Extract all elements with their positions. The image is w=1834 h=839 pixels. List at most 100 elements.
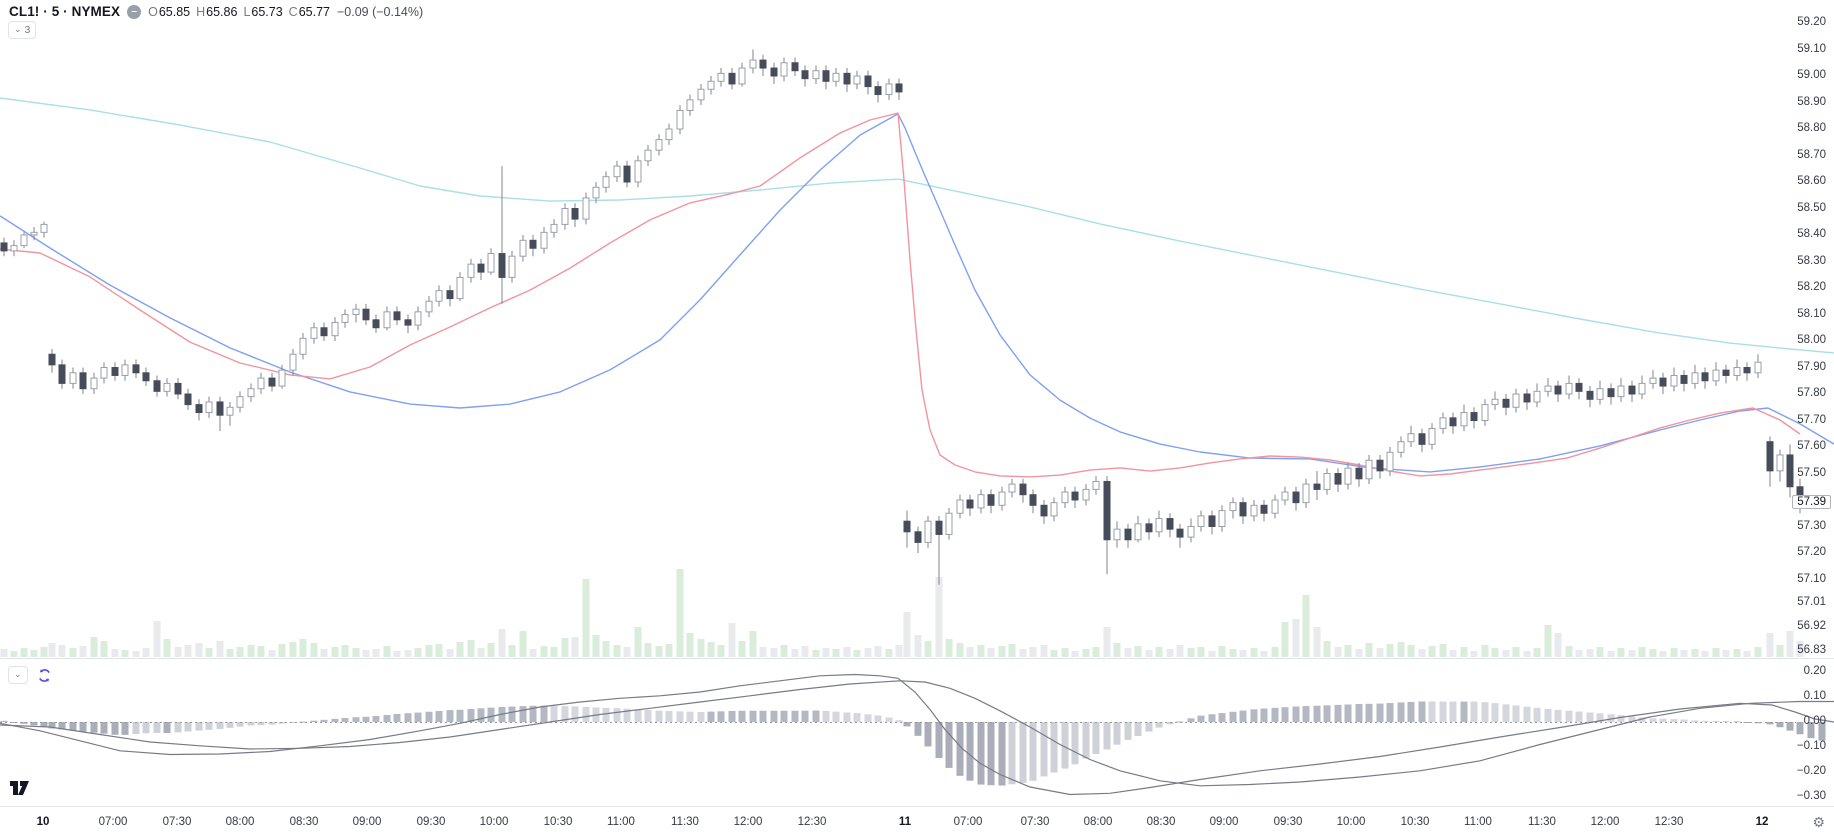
- macd-histogram-bar: [1596, 713, 1604, 722]
- macd-histogram-bar: [487, 707, 495, 722]
- macd-histogram-bar: [268, 722, 276, 725]
- volume-bar: [216, 641, 224, 657]
- macd-histogram-bar: [1754, 722, 1762, 724]
- macd-histogram-bar: [20, 722, 28, 724]
- pane-divider[interactable]: [0, 658, 1834, 659]
- macd-histogram-bar: [1250, 709, 1258, 722]
- tradingview-logo[interactable]: [9, 780, 35, 797]
- candle-body: [1733, 367, 1741, 376]
- time-axis-label: 12:30: [797, 816, 827, 828]
- volume-bar: [1691, 649, 1699, 657]
- volume-bar: [508, 645, 516, 657]
- macd-histogram-bar: [791, 710, 799, 722]
- volume-bar: [676, 569, 684, 657]
- candle-body: [1428, 427, 1436, 445]
- candle-body: [216, 401, 224, 416]
- candle-body: [1470, 412, 1478, 421]
- volume-bar: [236, 647, 244, 657]
- candle-body: [812, 70, 820, 80]
- volume-bar: [1701, 651, 1709, 657]
- volume-bar: [1533, 648, 1541, 657]
- volume-bar: [1145, 650, 1153, 657]
- macd-histogram-bar: [1766, 722, 1774, 725]
- volume-bar: [550, 647, 558, 657]
- macd-histogram-bar: [1092, 722, 1100, 754]
- time-axis[interactable]: ⚙ 10 07:00 07:30 08:00 08:30 09:00 09:30 10:00 1…: [0, 807, 1834, 839]
- volume-bar: [540, 646, 548, 657]
- ma-line-cyan: [0, 97, 1834, 354]
- volume-bar: [561, 638, 569, 657]
- macd-histogram-bar: [728, 711, 736, 722]
- macd-histogram-bar: [634, 709, 642, 722]
- macd-histogram-bar: [1449, 701, 1457, 722]
- macd-histogram-bar: [477, 708, 485, 722]
- candle-body: [69, 372, 77, 384]
- candle-body: [738, 67, 746, 85]
- macd-histogram-bar: [1586, 712, 1594, 722]
- volume-bar: [770, 648, 778, 657]
- candle-body: [404, 319, 412, 326]
- volume-bar: [121, 650, 129, 657]
- macd-histogram-bar: [822, 710, 830, 722]
- candle-body: [1040, 504, 1048, 517]
- candle-body: [529, 239, 537, 249]
- volume-bar: [1313, 627, 1321, 657]
- candle-body: [1145, 523, 1153, 533]
- candle-body: [467, 263, 475, 278]
- volume-bar: [1334, 647, 1342, 657]
- candle-body: [1113, 528, 1121, 541]
- volume-bar: [1250, 648, 1258, 657]
- gear-icon[interactable]: ⚙: [1812, 814, 1825, 830]
- candle-body: [487, 253, 495, 273]
- change-value: −0.09 (−0.14%): [336, 4, 424, 19]
- macd-histogram-bar: [205, 722, 213, 730]
- volume-bar: [320, 649, 328, 657]
- macd-histogram-bar: [717, 711, 725, 722]
- volume-bar: [1029, 647, 1037, 657]
- time-axis-label: 07:00: [953, 816, 983, 828]
- macd-histogram-bar: [1659, 718, 1667, 722]
- candle-body: [1418, 433, 1426, 445]
- macd-indicator-icon[interactable]: [37, 668, 52, 683]
- candle-body: [759, 59, 767, 69]
- volume-bar: [352, 648, 360, 657]
- candle-body: [1596, 388, 1604, 400]
- indicator-count: 3: [24, 24, 31, 36]
- candle-body: [446, 290, 454, 300]
- candle-body: [1365, 459, 1373, 480]
- volume-bar: [935, 577, 943, 657]
- candle-body: [121, 364, 129, 376]
- time-axis-label: 09:30: [416, 816, 446, 828]
- volume-bar: [655, 646, 663, 657]
- symbol-title[interactable]: CL1! · 5 · NYMEX: [9, 4, 121, 19]
- volume-bar: [966, 647, 974, 657]
- candle-body: [132, 364, 140, 374]
- macd-collapse-button[interactable]: ⌄: [8, 666, 28, 684]
- macd-histogram-bar: [132, 722, 140, 735]
- candle-body: [853, 75, 861, 85]
- candle-body: [1628, 385, 1636, 395]
- indicator-collapse-button[interactable]: ⌄ 3: [8, 21, 37, 39]
- time-axis-label: 07:30: [162, 816, 192, 828]
- macd-histogram-bar: [435, 710, 443, 722]
- volume-bar: [853, 650, 861, 657]
- candle-body: [1250, 504, 1258, 517]
- macd-histogram-bar: [1208, 714, 1216, 722]
- candle-body: [1386, 451, 1394, 472]
- candle-body: [728, 72, 736, 85]
- candle-body: [1766, 441, 1774, 472]
- macd-histogram-bar: [1786, 722, 1794, 731]
- candle-body: [770, 67, 778, 77]
- chart-canvas[interactable]: [0, 0, 1834, 806]
- volume-bar: [268, 650, 276, 657]
- volume-bar: [1218, 646, 1226, 657]
- volume-bar: [1092, 647, 1100, 657]
- market-status-icon[interactable]: –: [127, 4, 142, 19]
- volume-bar: [801, 646, 809, 657]
- macd-histogram-bar: [1818, 722, 1826, 741]
- volume-bar: [1050, 650, 1058, 657]
- macd-histogram-bar: [903, 722, 911, 727]
- macd-histogram-bar: [456, 709, 464, 722]
- volume-bar: [1397, 642, 1405, 657]
- ohlc-values: O65.85 H65.86 L65.73 C65.77: [148, 5, 330, 19]
